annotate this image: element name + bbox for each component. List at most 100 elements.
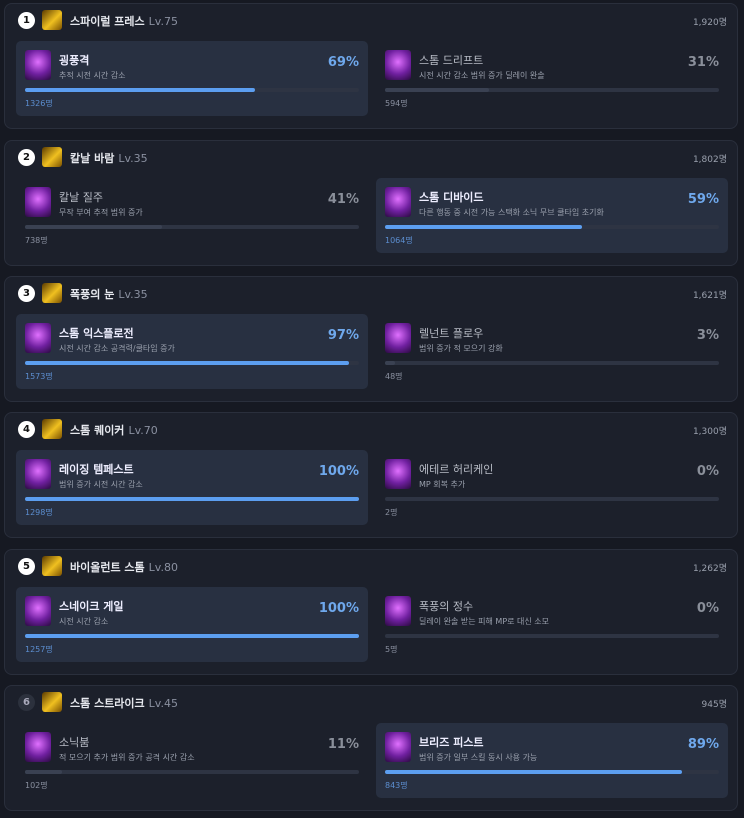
option-desc: 딜레이 완솔 받는 피해 MP로 대신 소모 xyxy=(419,617,550,626)
option-desc: MP 회복 추가 xyxy=(419,480,466,489)
progress-track xyxy=(25,770,359,774)
option-desc: 적 모으기 추가 범위 증가 공격 시간 감소 xyxy=(59,753,195,762)
skill-level: Lv.75 xyxy=(148,15,178,28)
option-name: 굉풍격 xyxy=(59,54,90,67)
option-desc: 범위 증가 적 모으기 강화 xyxy=(419,344,503,353)
option-count: 102명 xyxy=(25,781,48,790)
option-percent: 0% xyxy=(696,464,719,479)
option-percent: 11% xyxy=(327,737,359,752)
progress-track xyxy=(25,225,359,229)
option-card: 스톰 디바이드 다른 행동 중 시전 가능 스택화 소닉 무브 쿨타임 초기화 59… xyxy=(376,178,728,253)
option-name: 스톰 익스플로전 xyxy=(59,327,134,340)
option-desc: 범위 증가 시전 시간 감소 xyxy=(59,480,143,489)
skill-icon xyxy=(42,419,62,439)
option-desc: 시전 시간 감소 범위 증가 딜레이 완솔 xyxy=(419,71,545,80)
option-percent: 0% xyxy=(696,601,719,616)
skill-level: Lv.70 xyxy=(128,424,158,437)
progress-track xyxy=(385,497,719,501)
option-percent: 89% xyxy=(687,737,719,752)
option-icon xyxy=(25,50,51,80)
progress-bar xyxy=(385,225,583,229)
skill-title: 스톰 퀘이커 xyxy=(70,424,125,437)
option-desc: 범위 증가 일부 스킬 동시 사용 가능 xyxy=(419,753,538,762)
skill-name: 스톰 스트라이크 Lv.45 xyxy=(70,695,178,711)
skill-icon xyxy=(42,10,62,30)
rank-badge: 4 xyxy=(18,421,35,438)
skill-icon xyxy=(42,692,62,712)
option-count: 1298명 xyxy=(25,508,53,517)
option-icon xyxy=(25,459,51,489)
skill-card: 6 스톰 스트라이크 Lv.45 945명 소닉붐 적 모으기 추가 범위 증가 공격 시… xyxy=(4,685,738,811)
skill-total: 1,262명 xyxy=(692,564,727,574)
option-name: 렐넌트 플로우 xyxy=(419,327,484,340)
option-icon xyxy=(385,596,411,626)
option-name: 스톰 디바이드 xyxy=(419,191,484,204)
rank-badge: 2 xyxy=(18,149,35,166)
skill-total: 1,920명 xyxy=(692,18,727,28)
option-count: 1257명 xyxy=(25,645,53,654)
skill-name: 스파이럴 프레스 Lv.75 xyxy=(70,13,178,29)
progress-track xyxy=(385,361,719,365)
progress-bar xyxy=(25,225,162,229)
option-card: 스톰 익스플로전 시전 시간 감소 공격력/쿨타임 증가 97% 1573명 xyxy=(16,314,368,389)
option-count: 1573명 xyxy=(25,372,53,381)
progress-bar xyxy=(25,770,62,774)
progress-bar xyxy=(25,497,359,501)
skill-name: 스톰 퀘이커 Lv.70 xyxy=(70,422,158,438)
option-count: 1326명 xyxy=(25,99,53,108)
progress-track xyxy=(25,634,359,638)
option-name: 스톰 드리프트 xyxy=(419,54,484,67)
rank-badge: 6 xyxy=(18,694,35,711)
progress-track xyxy=(385,770,719,774)
skill-icon xyxy=(42,556,62,576)
option-card: 스네이크 게일 시전 시간 감소 100% 1257명 xyxy=(16,587,368,662)
progress-track xyxy=(25,88,359,92)
skill-card: 2 칼날 바람 Lv.35 1,802명 칼날 질주 무작 부여 추적 범위 증가 41% 7… xyxy=(4,140,738,266)
option-name: 브리즈 피스트 xyxy=(419,736,484,749)
skill-title: 바이올런트 스톰 xyxy=(70,561,145,574)
skill-icon xyxy=(42,147,62,167)
option-desc: 다른 행동 중 시전 가능 스택화 소닉 무브 쿨타임 초기화 xyxy=(419,208,604,217)
option-icon xyxy=(25,323,51,353)
option-count: 843명 xyxy=(385,781,408,790)
option-name: 레이징 템페스트 xyxy=(59,463,134,476)
option-percent: 97% xyxy=(327,328,359,343)
skill-name: 바이올런트 스톰 Lv.80 xyxy=(70,559,178,575)
option-card: 칼날 질주 무작 부여 추적 범위 증가 41% 738명 xyxy=(16,178,368,253)
option-icon xyxy=(385,50,411,80)
option-icon xyxy=(25,732,51,762)
skill-level: Lv.45 xyxy=(148,697,178,710)
skill-title: 폭풍의 눈 xyxy=(70,288,115,301)
option-desc: 무작 부여 추적 범위 증가 xyxy=(59,208,143,217)
skill-title: 스파이럴 프레스 xyxy=(70,15,145,28)
rank-badge: 3 xyxy=(18,285,35,302)
option-percent: 3% xyxy=(696,328,719,343)
skill-level: Lv.35 xyxy=(118,288,148,301)
option-name: 소닉붐 xyxy=(59,736,90,749)
option-percent: 31% xyxy=(687,55,719,70)
option-percent: 69% xyxy=(327,55,359,70)
progress-track xyxy=(25,497,359,501)
option-count: 5명 xyxy=(385,645,398,654)
option-percent: 100% xyxy=(318,464,359,479)
option-percent: 41% xyxy=(327,192,359,207)
progress-track xyxy=(385,634,719,638)
option-name: 스네이크 게일 xyxy=(59,600,124,613)
option-desc: 추적 시전 시간 감소 xyxy=(59,71,126,80)
option-count: 594명 xyxy=(385,99,408,108)
progress-bar xyxy=(385,88,489,92)
progress-bar xyxy=(25,634,359,638)
skill-total: 1,300명 xyxy=(692,427,727,437)
skill-icon xyxy=(42,283,62,303)
option-icon xyxy=(385,732,411,762)
option-icon xyxy=(25,596,51,626)
option-count: 48명 xyxy=(385,372,403,381)
skill-title: 칼날 바람 xyxy=(70,152,115,165)
